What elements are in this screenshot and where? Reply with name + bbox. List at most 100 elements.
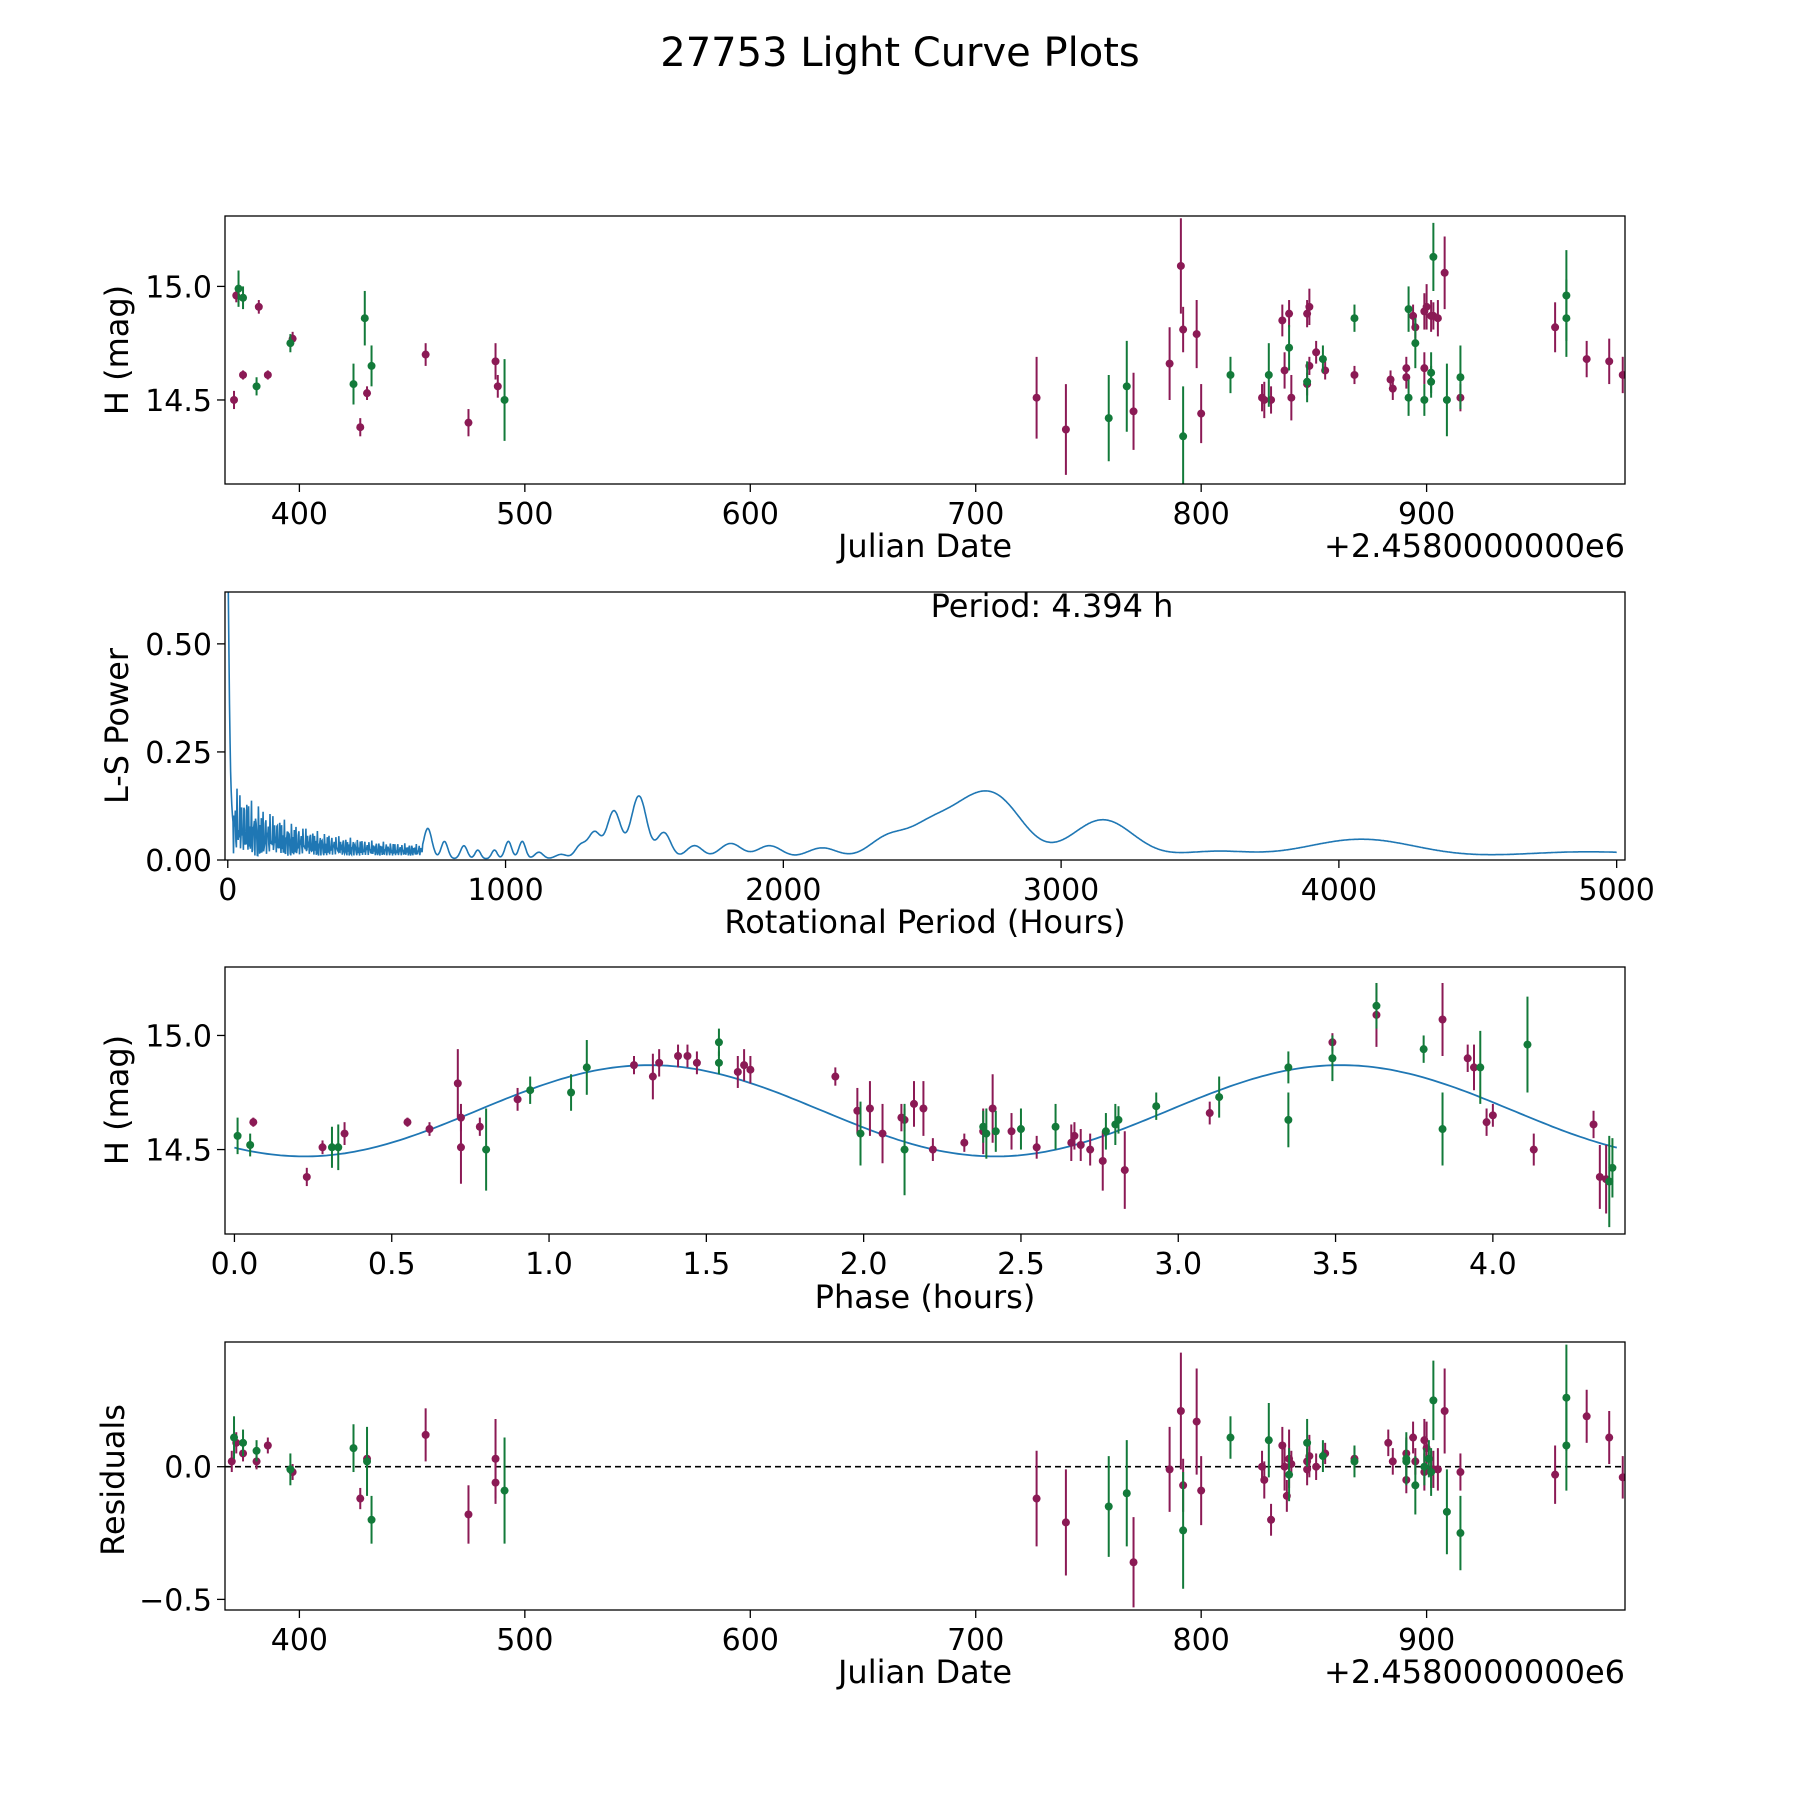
phased-data-point <box>692 1058 701 1067</box>
phased-x-axis-label: Phase (hours) <box>815 1278 1036 1316</box>
lightcurve-data-point <box>1179 432 1188 441</box>
residuals-data-point <box>1388 1457 1397 1466</box>
periodogram-y-tick-label: 0.25 <box>145 736 212 771</box>
periodogram-x-tick-label: 1000 <box>467 873 543 908</box>
lightcurve-data-point <box>286 339 295 348</box>
lightcurve-data-point <box>1427 368 1436 377</box>
lightcurve-data-point <box>1303 377 1312 386</box>
residuals-data-point <box>363 1457 372 1466</box>
phased-data-point <box>1605 1177 1614 1186</box>
lightcurve-data-point <box>1404 305 1413 314</box>
lightcurve-y-axis-label: H (mag) <box>98 285 136 415</box>
lightcurve-data-point <box>1305 302 1314 311</box>
phased-data-point <box>1482 1118 1491 1127</box>
phased-data-point <box>1589 1120 1598 1129</box>
residuals-data-point <box>1456 1529 1465 1538</box>
lightcurve-x-tick-label: 800 <box>1173 497 1230 532</box>
lightcurve-data-point <box>349 380 358 389</box>
phased-data-point <box>878 1129 887 1138</box>
residuals-data-point <box>1618 1473 1625 1482</box>
phased-panel: 0.0 0.5 1.0 1.5 2.0 2.5 3.0 3.5 4.0 14.5 15.0 Phas… <box>98 966 1626 1316</box>
lightcurve-data-point <box>1433 314 1442 323</box>
phased-ticks: 0.0 0.5 1.0 1.5 2.0 2.5 3.0 3.5 4.0 14.5 15.0 <box>145 1019 1517 1282</box>
phased-data-point <box>714 1058 723 1067</box>
residuals-data-point <box>1605 1433 1614 1442</box>
lightcurve-data-point <box>1402 364 1411 373</box>
phased-data-point <box>318 1143 327 1152</box>
phased-data-point <box>403 1118 412 1127</box>
residuals-data-point <box>421 1430 430 1439</box>
periodogram-frame <box>224 591 1626 861</box>
residuals-data-point <box>1562 1441 1571 1450</box>
residuals-data-point <box>1551 1470 1560 1479</box>
lightcurve-data-point <box>239 293 248 302</box>
lightcurve-data-point <box>1605 357 1614 366</box>
lightcurve-data-point <box>234 284 243 293</box>
lightcurve-ticks: 400 500 600 700 800 900 14.5 15.0 <box>145 270 1455 532</box>
residuals-data-point <box>1192 1417 1201 1426</box>
lightcurve-data-point <box>491 357 500 366</box>
phased-data-point <box>900 1145 909 1154</box>
residuals-data-point <box>1440 1406 1449 1415</box>
residuals-data-point <box>500 1486 509 1495</box>
phased-data-point <box>1438 1125 1447 1134</box>
phased-x-tick-label: 2.5 <box>997 1247 1045 1282</box>
residuals-data-point <box>356 1494 365 1503</box>
phased-data-point <box>1419 1045 1428 1054</box>
residuals-data-point <box>1562 1393 1571 1402</box>
phased-data-point <box>513 1095 522 1104</box>
residuals-y-axis-label: Residuals <box>94 1404 132 1556</box>
residuals-data-point <box>1179 1526 1188 1535</box>
figure-title: 27753 Light Curve Plots <box>660 30 1139 76</box>
lightcurve-data-point <box>1312 348 1321 357</box>
periodogram-line <box>227 592 1617 860</box>
residuals-data-point <box>1280 1462 1289 1471</box>
phased-data-point <box>482 1145 491 1154</box>
phased-data-point <box>655 1058 664 1067</box>
residuals-data-point <box>1312 1462 1321 1471</box>
lightcurve-data-point <box>1226 370 1235 379</box>
periodogram-plot-area <box>227 592 1617 860</box>
lightcurve-data-point <box>1618 370 1625 379</box>
residuals-data-point <box>1104 1502 1113 1511</box>
residuals-x-tick-label: 400 <box>271 1623 328 1658</box>
phased-data-point <box>334 1143 343 1152</box>
phased-data-point <box>582 1063 591 1072</box>
phased-data-point <box>1476 1063 1485 1072</box>
phased-data-point <box>629 1061 638 1070</box>
lightcurve-data-point <box>1192 330 1201 339</box>
lightcurve-data-point <box>252 382 261 391</box>
phased-data-point <box>740 1061 749 1070</box>
lightcurve-x-tick-label: 700 <box>947 497 1004 532</box>
phased-data-point <box>1595 1172 1604 1181</box>
lightcurve-data-point <box>500 395 509 404</box>
residuals-data-point <box>286 1465 295 1474</box>
lightcurve-data-point <box>1411 339 1420 348</box>
phased-data-point <box>1438 1015 1447 1024</box>
phased-x-tick-label: 0.0 <box>211 1247 259 1282</box>
phased-data-point <box>856 1129 865 1138</box>
residuals-x-tick-label: 800 <box>1173 1623 1230 1658</box>
phased-data-point <box>233 1131 242 1140</box>
lightcurve-data-point <box>1104 414 1113 423</box>
lightcurve-data-point <box>1429 252 1438 261</box>
residuals-data-point <box>1285 1470 1294 1479</box>
lightcurve-data-point <box>363 389 372 398</box>
phased-data-point <box>1328 1054 1337 1063</box>
phased-x-tick-label: 1.0 <box>525 1247 573 1282</box>
periodogram-y-tick-label: 0.50 <box>145 628 212 663</box>
phased-data-point <box>246 1141 255 1149</box>
lightcurve-data-point <box>239 370 248 379</box>
periodogram-x-tick-label: 4000 <box>1301 873 1377 908</box>
residuals-data-point <box>1427 1468 1436 1477</box>
lightcurve-data-point <box>1179 325 1188 334</box>
phased-x-tick-label: 4.0 <box>1469 1247 1517 1282</box>
lightcurve-data-point <box>1129 407 1138 416</box>
phased-data-point <box>853 1106 862 1115</box>
residuals-x-tick-label: 700 <box>947 1623 1004 1658</box>
lightcurve-panel: 400 500 600 700 800 900 14.5 15.0 Julian Date H… <box>98 215 1626 565</box>
phased-data-point <box>982 1129 991 1138</box>
phased-data-point <box>1086 1145 1095 1154</box>
phased-data-point <box>1120 1166 1129 1175</box>
phased-data-point <box>865 1104 874 1113</box>
